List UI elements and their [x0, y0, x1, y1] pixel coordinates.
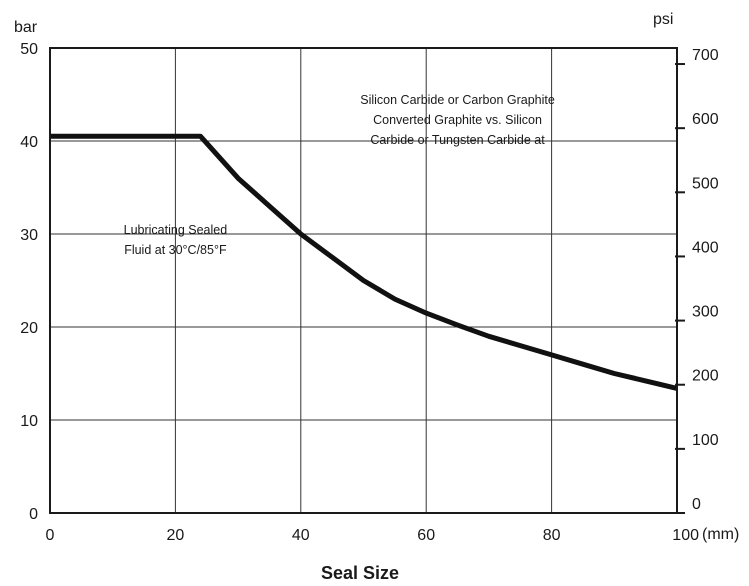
- annotation-text: Carbide or Tungsten Carbide at: [370, 133, 545, 147]
- x-axis: 0 20 40 60 80 100: [46, 527, 700, 544]
- x-tick-label: 20: [167, 527, 185, 544]
- y-tick-label-right: 300: [692, 304, 719, 321]
- grid: [50, 48, 677, 513]
- annotation-text: Fluid at 30°C/85°F: [124, 243, 227, 257]
- y-tick-label-left: 40: [20, 134, 38, 151]
- y-tick-label-right: 400: [692, 239, 719, 256]
- annotations: Silicon Carbide or Carbon Graphite Conver…: [124, 93, 555, 257]
- x-axis-unit: (mm): [702, 526, 739, 543]
- y-tick-label-right: 100: [692, 432, 719, 449]
- y-axis-right-label: psi: [653, 11, 673, 28]
- y-tick-label-left: 20: [20, 320, 38, 337]
- x-tick-label: 0: [46, 527, 55, 544]
- y-tick-label-left: 50: [20, 41, 38, 58]
- series-group: [50, 133, 678, 391]
- y-axis-left-label: bar: [14, 19, 38, 36]
- y-tick-label-right: 0: [692, 496, 701, 513]
- left-axis: 0 10 20 30 40 50: [20, 41, 38, 523]
- y-tick-label-right: 600: [692, 111, 719, 128]
- x-tick-label: 80: [543, 527, 561, 544]
- y-tick-label-left: 10: [20, 413, 38, 430]
- x-tick-label: 40: [292, 527, 310, 544]
- annotation-text: Converted Graphite vs. Silicon: [373, 113, 542, 127]
- right-axis: 0 100 200 300 400 500 600 700: [675, 47, 719, 514]
- y-tick-label-right: 200: [692, 368, 719, 385]
- y-tick-label-left: 0: [29, 506, 38, 523]
- plot-frame: [49, 47, 678, 514]
- x-axis-title: Seal Size: [321, 563, 399, 583]
- series-line: [50, 133, 678, 391]
- annotation-text: Lubricating Sealed: [124, 223, 228, 237]
- x-tick-label: 100: [672, 527, 699, 544]
- x-tick-label: 60: [417, 527, 435, 544]
- y-tick-label-right: 500: [692, 175, 719, 192]
- y-tick-label-right: 700: [692, 47, 719, 64]
- annotation-text: Silicon Carbide or Carbon Graphite: [360, 93, 555, 107]
- y-tick-label-left: 30: [20, 227, 38, 244]
